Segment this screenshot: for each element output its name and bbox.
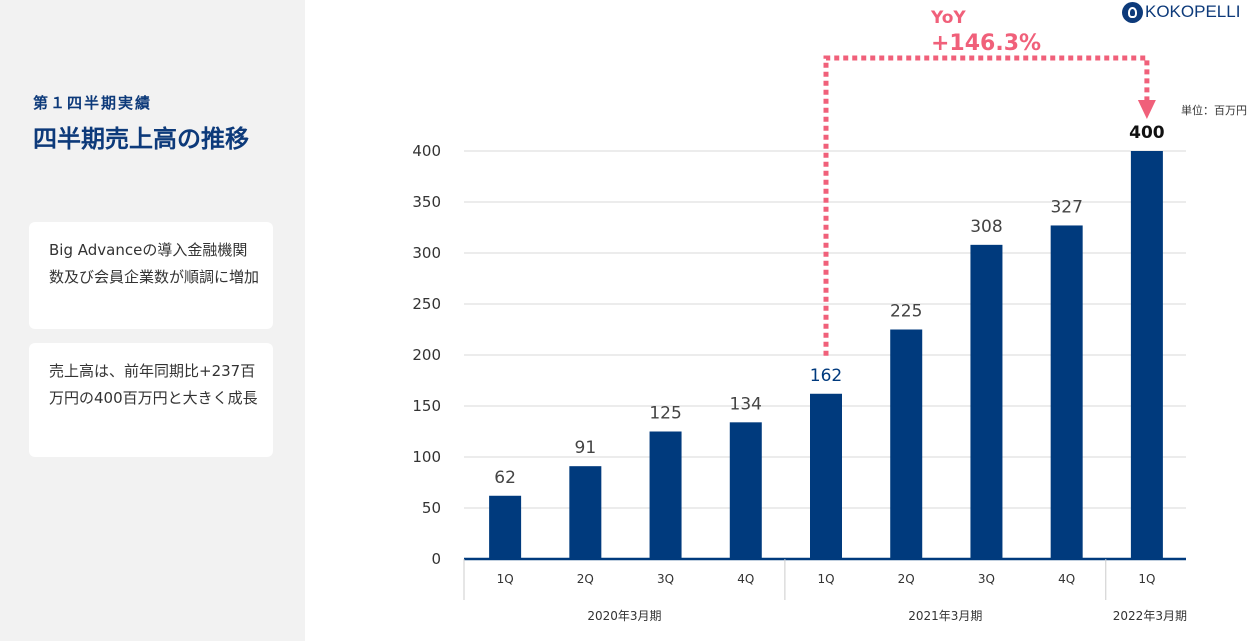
page-title: 四半期売上高の推移 (33, 125, 249, 153)
data-label: 400 (1129, 123, 1165, 143)
x-tick-label: 4Q (737, 572, 754, 586)
y-tick-label: 400 (412, 142, 441, 160)
bar (1050, 225, 1083, 559)
y-tick-label: 250 (412, 295, 441, 313)
x-tick-label: 2Q (898, 572, 915, 586)
unit-label: 単位：百万円 (1181, 104, 1247, 117)
yoy-arrowhead (1137, 100, 1156, 119)
bar (569, 466, 602, 559)
y-tick-label: 350 (412, 193, 441, 211)
yoy-bracket-line (823, 55, 1150, 356)
yoy-title: YoY (930, 8, 966, 28)
summary-card-2: 売上高は、前年同期比+237百万円の400百万円と大きく成長 (29, 343, 273, 457)
bar (810, 393, 842, 559)
x-tick-label: 1Q (817, 572, 834, 586)
data-label: 134 (730, 394, 762, 414)
logo-text: KOKOPELLI (1145, 2, 1241, 21)
bar (489, 495, 522, 559)
data-label: 225 (890, 302, 922, 322)
data-label: 327 (1050, 197, 1082, 217)
bar (649, 431, 682, 559)
x-tick-label: 4Q (1058, 572, 1075, 586)
bar (729, 422, 762, 559)
y-tick-label: 150 (412, 397, 441, 415)
y-tick-label: 0 (431, 550, 441, 568)
y-tick-label: 200 (412, 346, 441, 364)
x-tick-label: 1Q (497, 572, 514, 586)
x-tick-label: 3Q (978, 572, 995, 586)
x-tick-label: 1Q (1138, 572, 1155, 586)
yoy-value: +146.3% (931, 31, 1041, 56)
bar (890, 329, 923, 559)
x-tick-label: 2Q (577, 572, 594, 586)
y-tick-label: 50 (422, 499, 441, 517)
logo-mark-icon (1122, 1, 1143, 23)
y-tick-label: 100 (412, 448, 441, 466)
data-label: 162 (810, 366, 842, 386)
data-label: 308 (970, 217, 1002, 237)
bar (1130, 151, 1163, 559)
company-logo: KOKOPELLI (1122, 0, 1240, 24)
bar (970, 244, 1003, 559)
summary-card-1: Big Advanceの導入金融機関数及び会員企業数が順調に増加 (29, 222, 273, 329)
section-label: 第１四半期実績 (33, 94, 153, 112)
data-label: 91 (575, 438, 597, 458)
data-label: 125 (649, 404, 681, 424)
y-tick-label: 300 (412, 244, 441, 262)
data-label: 62 (494, 468, 516, 488)
group-label: 2022年3月期 (1113, 609, 1187, 623)
group-label: 2021年3月期 (908, 609, 982, 623)
group-label: 2020年3月期 (587, 609, 661, 623)
x-tick-label: 3Q (657, 572, 674, 586)
sidebar-panel: 第１四半期実績 四半期売上高の推移 Big Advanceの導入金融機関数及び会… (0, 0, 305, 641)
